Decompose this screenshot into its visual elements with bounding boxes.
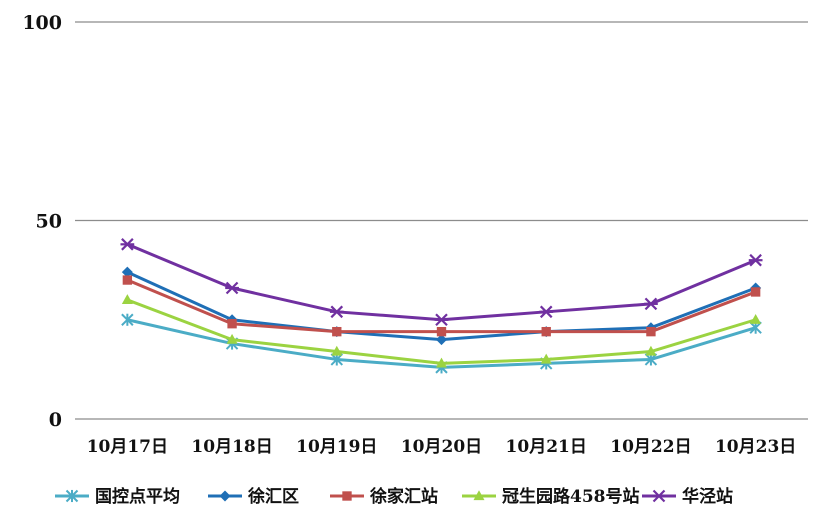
series-line: [126, 242, 757, 322]
data-point-marker: [436, 334, 447, 346]
data-point-marker: [646, 326, 656, 337]
legend-item: 徐汇区: [208, 486, 299, 507]
legend-item: 国控点平均: [55, 486, 180, 507]
data-point-marker: [227, 319, 237, 329]
data-point-marker: [122, 275, 133, 285]
data-point-marker: [644, 297, 658, 311]
grid-lines: [75, 21, 808, 420]
data-point-marker: [331, 345, 343, 356]
legend: 国控点平均 徐汇区 徐家汇站 冠生园路458号站 华泾站: [55, 486, 733, 507]
legend-item: 华泾站: [642, 486, 733, 507]
x-category-label: 10月22日: [610, 437, 691, 457]
data-point-marker: [219, 490, 231, 502]
series-4: [121, 294, 762, 368]
data-point-marker: [541, 326, 551, 337]
y-tick-label: 100: [22, 12, 62, 34]
data-point-marker: [540, 353, 552, 364]
data-point-marker: [750, 313, 762, 324]
data-point-marker: [121, 266, 133, 278]
data-point-marker: [329, 305, 344, 319]
data-point-marker: [226, 333, 238, 344]
legend-item: 徐家汇站: [330, 486, 438, 507]
data-point-marker: [121, 313, 134, 326]
legend-item: 冠生园路458号站: [462, 486, 640, 507]
data-point-marker: [120, 238, 135, 251]
y-tick-label: 50: [36, 211, 62, 233]
data-point-marker: [65, 489, 79, 503]
data-point-marker: [434, 313, 449, 327]
data-point-marker: [436, 357, 447, 368]
data-point-marker: [473, 490, 485, 501]
x-category-label: 10月17日: [87, 437, 168, 457]
series-group: [120, 238, 763, 374]
legend-label: 冠生园路458号站: [502, 486, 640, 507]
data-point-marker: [645, 345, 657, 356]
data-point-marker: [748, 253, 763, 267]
y-axis-ticks: 0 50 100: [22, 12, 62, 431]
data-point-marker: [750, 287, 761, 297]
legend-label: 徐家汇站: [369, 486, 438, 507]
legend-label: 国控点平均: [95, 486, 180, 507]
x-category-label: 10月19日: [296, 437, 377, 457]
x-category-label: 10月18日: [191, 437, 272, 457]
x-category-label: 10月23日: [715, 437, 796, 457]
series-5: [120, 238, 763, 327]
data-point-marker: [342, 491, 352, 501]
x-category-label: 10月21日: [506, 437, 587, 457]
data-point-marker: [652, 489, 666, 503]
data-point-marker: [225, 281, 239, 295]
legend-label: 华泾站: [682, 486, 733, 507]
x-axis-categories: 10月17日 10月18日 10月19日 10月20日 10月21日 10月22日 10月2…: [87, 437, 797, 457]
data-point-marker: [539, 305, 554, 319]
series-3: [122, 275, 761, 337]
x-category-label: 10月20日: [401, 437, 482, 457]
legend-label: 徐汇区: [247, 486, 299, 507]
data-point-marker: [121, 294, 133, 305]
data-point-marker: [332, 326, 342, 337]
y-tick-label: 0: [49, 409, 62, 431]
data-point-marker: [436, 326, 447, 337]
